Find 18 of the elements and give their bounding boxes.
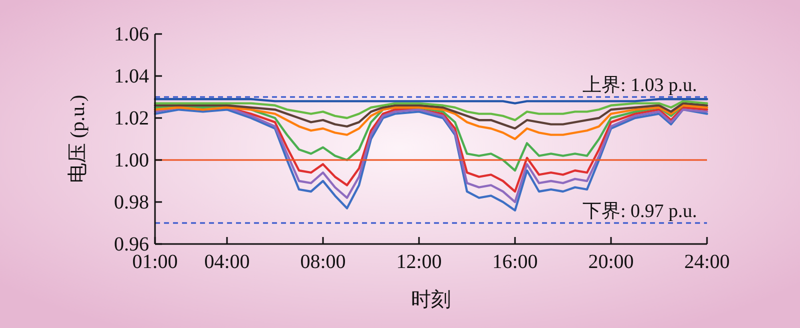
x-tick-label: 16:00: [492, 251, 538, 273]
line-series: [154, 104, 708, 140]
x-tick-label: 24:00: [684, 251, 730, 273]
line-series: [154, 100, 708, 122]
x-tick-label: 12:00: [396, 251, 442, 273]
y-tick-label: 1.06: [114, 23, 149, 46]
line-series: [154, 102, 708, 130]
ref-line-label: 上界: 1.03 p.u.: [582, 75, 697, 96]
x-tick-label: 08:00: [300, 251, 346, 273]
y-tick-label: 1.02: [114, 107, 149, 130]
y-tick-label: 0.98: [114, 191, 149, 214]
y-tick-label: 1.00: [114, 149, 149, 172]
y-tick-label: 1.04: [114, 65, 149, 88]
x-axis-title: 时刻: [411, 289, 451, 311]
x-tick-label: 04:00: [204, 251, 250, 273]
x-tick-label: 20:00: [588, 251, 634, 273]
ref-line-label: 下界: 0.97 p.u.: [582, 201, 697, 222]
y-axis-title: 电压 (p.u.): [67, 94, 89, 184]
